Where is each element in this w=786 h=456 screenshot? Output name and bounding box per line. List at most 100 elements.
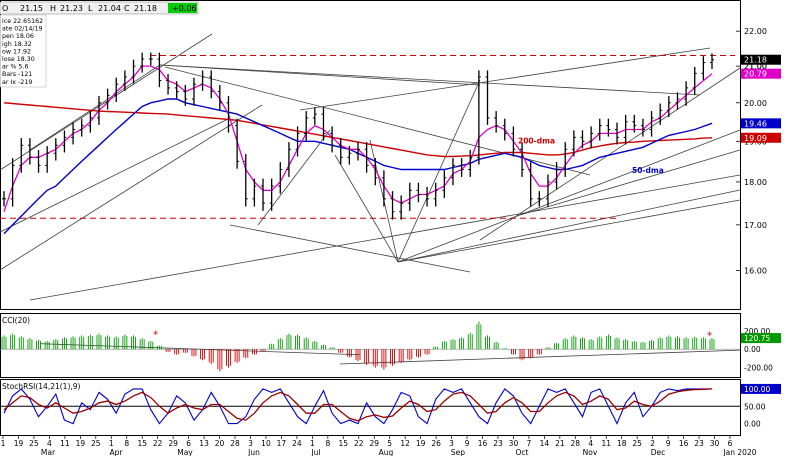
price-tick-label: 21.00 [744,62,767,71]
cci-tick-label: 0.00 [744,345,761,354]
x-tick-label: 15 [137,439,147,448]
x-tick-label: 29 [168,439,178,448]
cci-title: CCI(20) [2,316,30,325]
stoch-tick-label: 50.00 [744,402,766,411]
price-tag-bg [741,132,781,143]
annotation-200-dma: 200-dma [518,136,555,145]
x-tick-label: 19 [14,439,24,448]
x-tick-label: 30 [509,439,519,448]
price-tag-label: 19.09 [744,134,767,143]
x-tick-label: 16 [478,439,488,448]
info-line: igh 18.32 [2,41,32,48]
panel-frames [0,0,741,436]
x-tick-label: 28 [571,439,581,448]
high-prefix: H [50,4,56,13]
x-tick-label: 11 [60,439,70,448]
x-tick-label: 21 [555,439,565,448]
stoch-title: StochRSI(14,21(1),9) [2,382,81,391]
info-line: lose 18.30 [2,56,35,63]
x-tick-label: 19 [76,439,86,448]
x-tick-label: 16 [679,439,689,448]
close-prefix: C [124,4,130,13]
support-levels [0,54,735,219]
cci-last-tag [741,333,781,344]
x-tick-label: 18 [617,439,627,448]
month-label: Aug [379,448,394,456]
open-value: 21.15 [20,4,43,13]
x-tick-label: 11 [601,439,611,448]
price-tick-label: 16.00 [744,266,767,275]
stoch-last-tag [741,383,781,394]
price-tick-label: 17.00 [744,221,767,230]
x-tick-label: 14 [540,439,550,448]
open-prefix: O [2,4,8,13]
x-tick-label: 9 [666,439,671,448]
stoch-fast-line [3,388,712,425]
x-tick-label: 22 [354,439,364,448]
price-tag-label: 19.46 [744,119,767,128]
x-tick-label: 19 [416,439,426,448]
x-tick-label: 30 [710,439,720,448]
cci-tick-label: 200.00 [744,327,770,336]
low-prefix: L [88,4,93,13]
annotation-50-dma: 50-dma [632,166,664,175]
x-tick-label: 3 [449,439,454,448]
low-value: 21.04 [98,4,121,13]
x-tick-label: 23 [694,439,704,448]
x-tick-label: 6 [186,439,191,448]
x-tick-label: 25 [632,439,642,448]
high-value: 21.23 [60,4,83,13]
month-label: Sep [451,448,465,456]
month-label: Nov [583,448,598,456]
x-tick-label: 22 [153,439,163,448]
x-tick-label: 9 [465,439,470,448]
price-tick-label: 20.00 [744,99,767,108]
price-tag-bg [741,54,781,65]
month-label: Oct [516,448,529,456]
x-tick-label: 6 [728,439,733,448]
x-tick-label: 28 [230,439,240,448]
price-tag-bg [741,68,781,79]
x-tick-label: 20 [215,439,225,448]
price-annotations: 200-dma 50-dma [518,136,664,175]
info-line: ow 17.92 [2,48,31,55]
x-tick-label: 5 [387,439,392,448]
close-value: 21.18 [134,4,157,13]
info-line: pen 18.06 [2,33,34,40]
month-label: May [177,448,193,456]
x-tick-label: 1 [310,439,315,448]
info-line: Bars -121 [2,71,32,78]
price-tick-label: 18.00 [744,178,767,187]
x-axis: 1 19 25 4 11 19 25 1 8 15 22 29 6 13 20 28 3 10 17 24 1 8 15 22… [1,435,757,456]
x-tick-label: 1 [1,439,6,448]
x-tick-label: 23 [493,439,503,448]
x-tick-label: 26 [431,439,441,448]
month-label: Jul [310,448,320,456]
x-tick-label: 25 [29,439,39,448]
x-tick-label: 8 [124,439,129,448]
x-tick-label: 17 [277,439,287,448]
x-tick-label: 24 [292,439,302,448]
month-label: Dec [651,448,666,456]
x-tick-label: 3 [248,439,253,448]
ohlc-header: O 21.15 H 21.23 L 21.04 C 21.18 +0.06 [0,1,199,15]
x-tick-label: 4 [588,439,593,448]
cci-panel: CCI(20) 200.00 0.00 -200.00 120.75 * * [0,316,781,373]
month-label: Jan 2020 [722,448,756,456]
cci-trendline [39,343,361,356]
stoch-last-value: 100.00 [744,385,770,394]
x-tick-label: 25 [91,439,101,448]
x-tick-label: 8 [325,439,330,448]
price-tag-label: 21.00 [744,62,767,71]
month-label: Apr [110,448,124,456]
x-tick-label: 10 [261,439,271,448]
price-tag-bg [741,118,781,129]
x-tick-label: 7 [527,439,532,448]
month-label: Mar [41,448,56,456]
price-tag-label: 21.18 [744,56,767,65]
x-tick-label: 1 [109,439,114,448]
info-line: ar % 5.6 [2,64,28,71]
cci-trendline [339,349,741,365]
